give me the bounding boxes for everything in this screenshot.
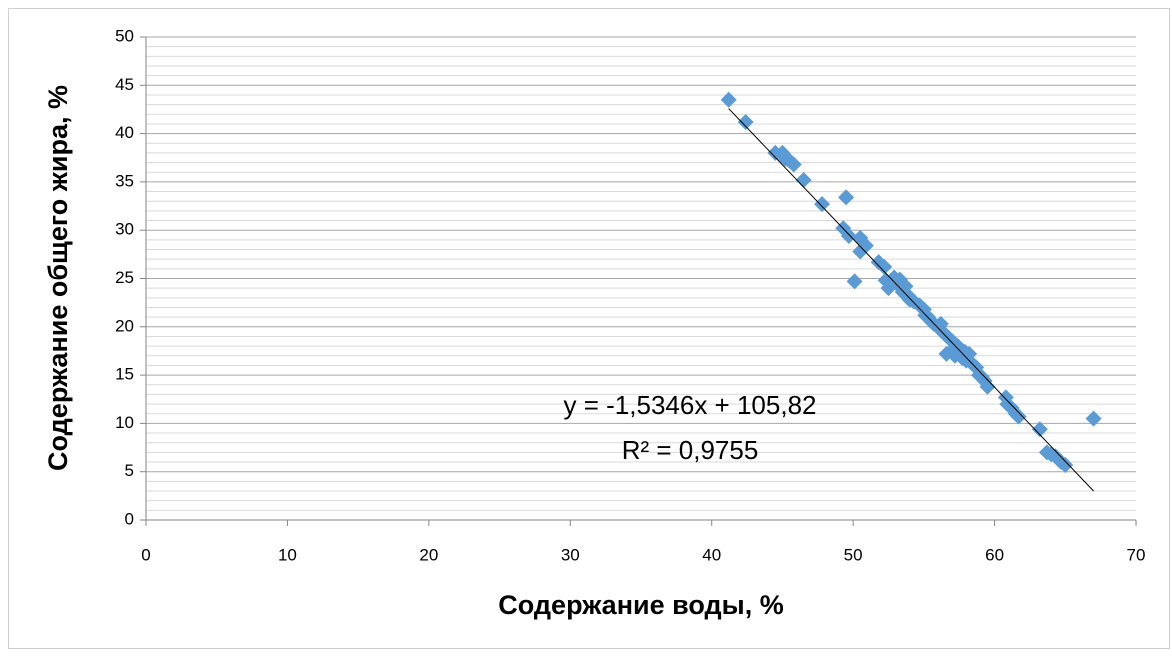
point xyxy=(785,156,802,173)
y-tick-label: 35 xyxy=(115,171,134,190)
y-tick-label: 40 xyxy=(115,123,134,142)
x-tick-label: 20 xyxy=(419,545,438,564)
y-tick-label: 0 xyxy=(125,509,134,528)
point xyxy=(876,258,893,275)
y-tick-label: 30 xyxy=(115,220,134,239)
point xyxy=(814,196,831,213)
y-tick-label: 50 xyxy=(115,26,134,45)
point xyxy=(737,114,754,131)
point xyxy=(795,171,812,188)
point xyxy=(1085,410,1102,427)
point xyxy=(846,273,863,290)
chart-border xyxy=(8,8,1170,649)
x-tick-label: 70 xyxy=(1127,545,1146,564)
y-tick-label: 20 xyxy=(115,316,134,335)
y-tick-label: 15 xyxy=(115,365,134,384)
trendline xyxy=(728,108,1094,492)
point xyxy=(857,237,874,254)
x-tick-label: 40 xyxy=(702,545,721,564)
x-axis-title: Содержание воды, % xyxy=(498,590,783,620)
point xyxy=(840,227,857,244)
x-tick-label: 10 xyxy=(278,545,297,564)
y-tick-label: 5 xyxy=(125,461,134,480)
y-tick-label: 25 xyxy=(115,268,134,287)
x-tick-label: 50 xyxy=(844,545,863,564)
y-tick-label: 45 xyxy=(115,75,134,94)
trendline-r2: R² = 0,9755 xyxy=(622,435,759,465)
point xyxy=(838,189,855,206)
point xyxy=(979,378,996,395)
y-axis-title: Содержание общего жира, % xyxy=(43,85,73,471)
x-tick-label: 0 xyxy=(141,545,150,564)
y-tick-label: 10 xyxy=(115,413,134,432)
point xyxy=(1010,408,1027,425)
point xyxy=(1057,456,1074,473)
point xyxy=(720,91,737,108)
x-tick-label: 60 xyxy=(985,545,1004,564)
x-tick-label: 30 xyxy=(561,545,580,564)
point xyxy=(1031,421,1048,438)
trendline-equation: y = -1,5346x + 105,82 xyxy=(564,390,817,420)
